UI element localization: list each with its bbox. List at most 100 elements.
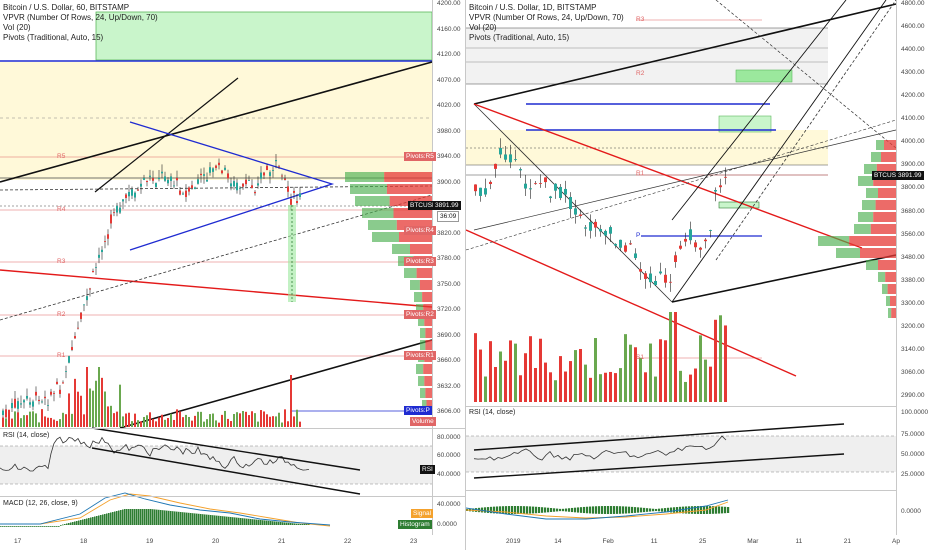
volume-bar	[83, 414, 85, 427]
macd-bar	[508, 506, 511, 514]
left-chart-title[interactable]: Bitcoin / U.S. Dollar, 60, BITSTAMP	[3, 3, 130, 12]
volume-bar	[714, 319, 717, 402]
macd-bar	[98, 515, 100, 525]
right-chart-panel[interactable]: Bitcoin / U.S. Dollar, 1D, BITSTAMP VPVR…	[465, 0, 932, 550]
macd-bar	[38, 526, 40, 527]
macd-bar	[44, 526, 46, 527]
candle-body	[251, 185, 253, 189]
pivot-tag-p: Pivots:P	[404, 406, 432, 415]
right-rsi-label[interactable]: RSI (14, close)	[469, 409, 516, 416]
right-price-tick: 4600.00	[901, 23, 925, 31]
volume-bar	[185, 414, 187, 427]
macd-bar	[10, 526, 12, 527]
macd-bar	[667, 507, 670, 513]
vpvr-down-bar	[878, 188, 896, 198]
right-chart-canvas[interactable]	[466, 0, 932, 550]
macd-bar	[198, 513, 200, 525]
volume-bar	[569, 361, 572, 402]
volume-bar	[509, 340, 512, 402]
pivot-label-r3: R3	[57, 258, 66, 265]
macd-bar	[643, 507, 646, 513]
left-rsi-tick-40: 40.0000	[437, 471, 461, 478]
right-chart-title[interactable]: Bitcoin / U.S. Dollar, 1D, BITSTAMP	[469, 3, 597, 12]
right-pivot-s1: S1	[636, 354, 644, 361]
candle-body	[474, 184, 477, 192]
volume-bar	[689, 374, 692, 402]
volume-bar	[38, 422, 40, 427]
vpvr-down-bar	[887, 284, 896, 294]
macd-bar	[116, 511, 118, 525]
right-indicator-vpvr[interactable]: VPVR (Number Of Rows, 24, Up/Down, 70)	[469, 13, 624, 22]
left-price-tick: 3750.00	[437, 280, 461, 288]
volume-bar	[619, 368, 622, 402]
candle-body	[272, 169, 274, 171]
macd-bar	[294, 523, 296, 525]
macd-bar	[224, 516, 226, 525]
volume-bar	[119, 384, 121, 427]
macd-bar	[613, 506, 616, 514]
candle-body	[143, 178, 145, 180]
volume-bar	[293, 416, 295, 427]
candle-body	[659, 271, 662, 274]
macd-bar	[571, 507, 574, 513]
right-indicator-vol[interactable]: Vol (20)	[469, 23, 497, 32]
left-indicator-vpvr[interactable]: VPVR (Number Of Rows, 24, Up/Down, 70)	[3, 13, 158, 22]
left-macd-tick-40: 40.0000	[437, 501, 461, 508]
candle-body	[56, 381, 58, 385]
right-indicator-pivots[interactable]: Pivots (Traditional, Auto, 15)	[469, 33, 570, 42]
candle-body	[209, 167, 211, 173]
macd-bar	[514, 506, 517, 514]
volume-bar	[514, 343, 517, 402]
candle-body	[176, 177, 178, 181]
macd-bar	[712, 506, 715, 514]
candle-body	[269, 172, 271, 176]
macd-bar	[646, 508, 649, 512]
candle-body	[614, 243, 617, 246]
vpvr-down-bar	[386, 184, 432, 194]
candle-body	[589, 222, 592, 231]
volume-bar	[719, 315, 722, 402]
volume-bar	[499, 351, 502, 402]
candle-body	[679, 245, 682, 249]
candle-body	[569, 196, 572, 209]
left-chart-canvas[interactable]	[0, 0, 465, 550]
macd-bar	[172, 511, 174, 525]
panel-separator[interactable]	[465, 0, 466, 550]
left-rsi-label[interactable]: RSI (14, close)	[3, 432, 50, 439]
candle-body	[47, 405, 49, 407]
macd-bar	[700, 506, 703, 514]
vpvr-down-bar	[425, 340, 432, 350]
candle-body	[260, 172, 262, 179]
candle-body	[714, 190, 717, 192]
macd-bar	[490, 506, 493, 514]
macd-bar	[180, 512, 182, 525]
macd-bar	[640, 507, 643, 513]
right-price-tick: 3380.00	[901, 276, 925, 284]
macd-bar	[619, 506, 622, 514]
macd-bar	[592, 506, 595, 514]
left-indicator-vol[interactable]: Vol (20)	[3, 23, 31, 32]
volume-bar	[299, 421, 301, 427]
left-pane-divider-2[interactable]	[0, 496, 465, 497]
macd-bar	[264, 520, 266, 525]
volume-bar	[664, 340, 667, 402]
candle-body	[122, 199, 124, 202]
left-price-tick: 4020.00	[437, 102, 461, 109]
left-macd-tick-0: 0.0000	[437, 521, 457, 528]
left-indicator-pivots[interactable]: Pivots (Traditional, Auto, 15)	[3, 33, 104, 42]
macd-bar	[604, 506, 607, 514]
candle-body	[584, 227, 587, 229]
left-chart-panel[interactable]: Bitcoin / U.S. Dollar, 60, BITSTAMP VPVR…	[0, 0, 465, 550]
left-price-tick: 3660.00	[437, 357, 461, 364]
volume-bar	[11, 418, 13, 427]
vpvr-down-bar	[393, 208, 432, 218]
left-macd-histogram-tag: Histogram	[398, 520, 432, 529]
macd-bar	[100, 515, 102, 525]
volume-bar	[104, 391, 106, 427]
macd-bar	[142, 509, 144, 525]
left-macd-label[interactable]: MACD (12, 26, close, 9)	[3, 500, 78, 507]
macd-bar	[484, 507, 487, 513]
volume-bar	[161, 414, 163, 427]
candle-body	[161, 171, 163, 174]
left-pane-divider-1[interactable]	[0, 428, 465, 429]
